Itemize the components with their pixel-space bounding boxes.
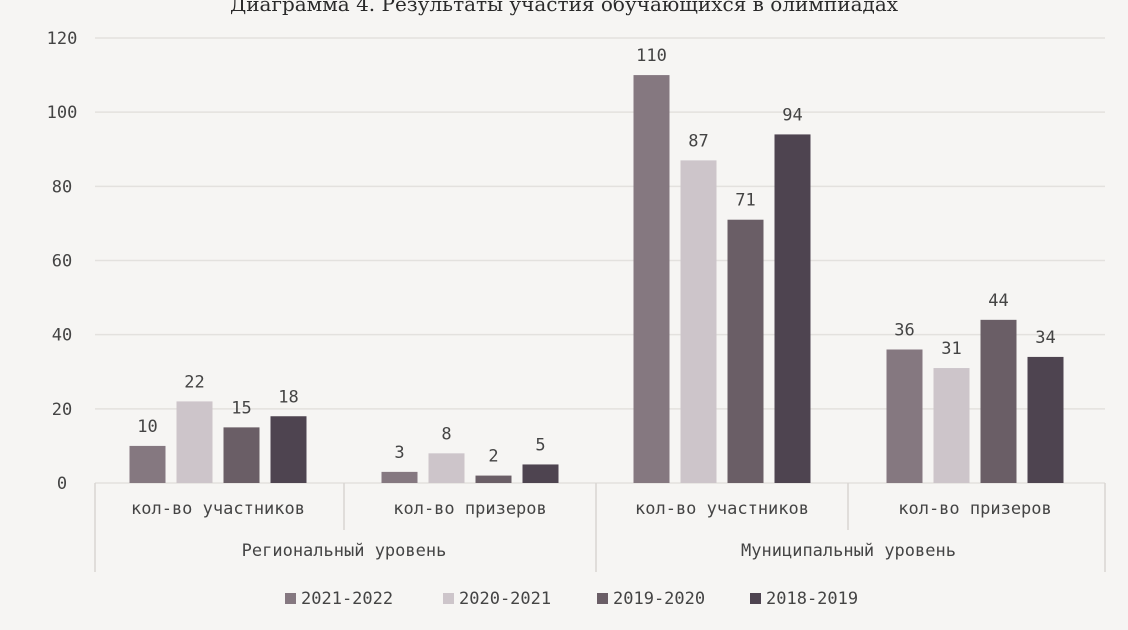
chart-title: Диаграмма 4. Результаты участия обучающи… <box>229 0 899 16</box>
bar <box>727 219 764 484</box>
y-tick-label: 100 <box>47 103 78 123</box>
bar <box>475 475 512 483</box>
category-label: кол-во участников <box>635 499 809 519</box>
legend-swatch <box>443 593 454 604</box>
data-label: 22 <box>184 372 204 392</box>
bar <box>522 464 559 483</box>
data-label: 71 <box>735 191 755 211</box>
data-label: 94 <box>782 105 802 125</box>
bar <box>129 445 166 483</box>
bar <box>933 368 970 483</box>
bar <box>980 319 1017 483</box>
legend-swatch <box>597 593 608 604</box>
data-label: 3 <box>394 443 404 463</box>
legend-label: 2020-2021 <box>459 589 551 609</box>
y-tick-label: 60 <box>52 252 72 272</box>
data-label: 5 <box>535 435 545 455</box>
bar <box>428 453 465 483</box>
legend-swatch <box>285 593 296 604</box>
data-label: 110 <box>636 46 667 66</box>
data-label: 10 <box>137 417 157 437</box>
bar <box>223 427 260 483</box>
data-label: 34 <box>1035 328 1055 348</box>
y-tick-label: 0 <box>57 474 67 494</box>
data-label: 36 <box>894 321 914 341</box>
bar <box>680 160 717 483</box>
y-tick-label: 120 <box>47 29 78 49</box>
data-label: 18 <box>278 387 298 407</box>
y-tick-label: 80 <box>52 177 72 197</box>
legend-label: 2019-2020 <box>613 589 705 609</box>
data-label: 87 <box>688 131 708 151</box>
bar <box>176 401 213 483</box>
category-label: кол-во участников <box>131 499 305 519</box>
group-label: Региональный уровень <box>242 541 447 561</box>
bar <box>886 349 923 483</box>
legend-label: 2021-2022 <box>301 589 393 609</box>
data-label: 8 <box>441 424 451 444</box>
bar <box>1027 356 1064 483</box>
y-tick-label: 20 <box>52 400 72 420</box>
category-label: кол-во призеров <box>393 499 547 519</box>
category-label: кол-во призеров <box>898 499 1052 519</box>
data-label: 44 <box>988 291 1008 311</box>
y-tick-label: 40 <box>52 326 72 346</box>
data-label: 31 <box>941 339 961 359</box>
data-label: 15 <box>231 398 251 418</box>
legend-swatch <box>750 593 761 604</box>
bar <box>381 471 418 483</box>
group-label: Муниципальный уровень <box>741 541 956 561</box>
data-label: 2 <box>488 447 498 467</box>
bar <box>270 416 307 483</box>
legend-label: 2018-2019 <box>766 589 858 609</box>
bar <box>774 134 811 483</box>
bar <box>633 75 670 483</box>
